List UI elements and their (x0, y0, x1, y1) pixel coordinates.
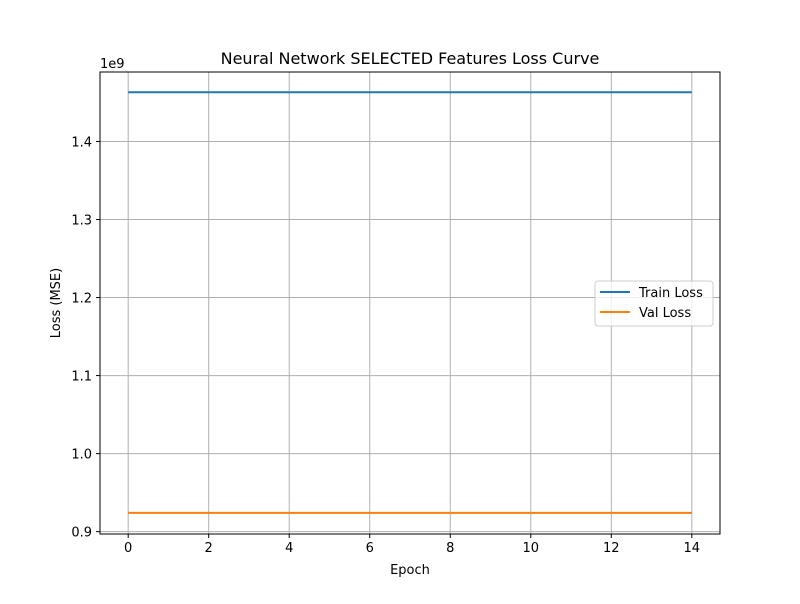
x-axis-ticks: 0 2 4 6 8 10 12 14 (124, 534, 700, 556)
x-tick-label: 10 (523, 541, 540, 556)
y-tick-label: 1.1 (71, 370, 92, 385)
plot-area-frame (99, 71, 721, 535)
x-axis-title: Epoch (390, 563, 430, 578)
series-lines (128, 91, 692, 514)
x-tick-label: 12 (603, 541, 620, 556)
x-tick-label: 14 (684, 541, 701, 556)
legend: Train Loss Val Loss (594, 280, 714, 327)
y-tick-label: 1.2 (71, 292, 92, 307)
x-tick-label: 6 (366, 541, 374, 556)
x-tick-label: 2 (205, 541, 213, 556)
x-tick-label: 4 (285, 541, 293, 556)
y-tick-label: 1.0 (71, 448, 92, 463)
chart-title: Neural Network SELECTED Features Loss Cu… (221, 49, 600, 68)
y-axis-ticks: 0.9 1.0 1.1 1.2 1.3 1.4 (71, 135, 100, 541)
x-tick-label: 0 (124, 541, 132, 556)
legend-label-val-loss: Val Loss (639, 306, 691, 321)
grid (100, 72, 720, 534)
y-tick-label: 1.3 (71, 213, 92, 228)
x-tick-label: 8 (446, 541, 454, 556)
legend-label-train-loss: Train Loss (638, 286, 703, 301)
y-axis-title: Loss (MSE) (49, 268, 64, 338)
y-tick-label: 1.4 (71, 135, 92, 150)
y-tick-label: 0.9 (71, 526, 92, 541)
y-axis-scale-label: 1e9 (100, 57, 125, 72)
